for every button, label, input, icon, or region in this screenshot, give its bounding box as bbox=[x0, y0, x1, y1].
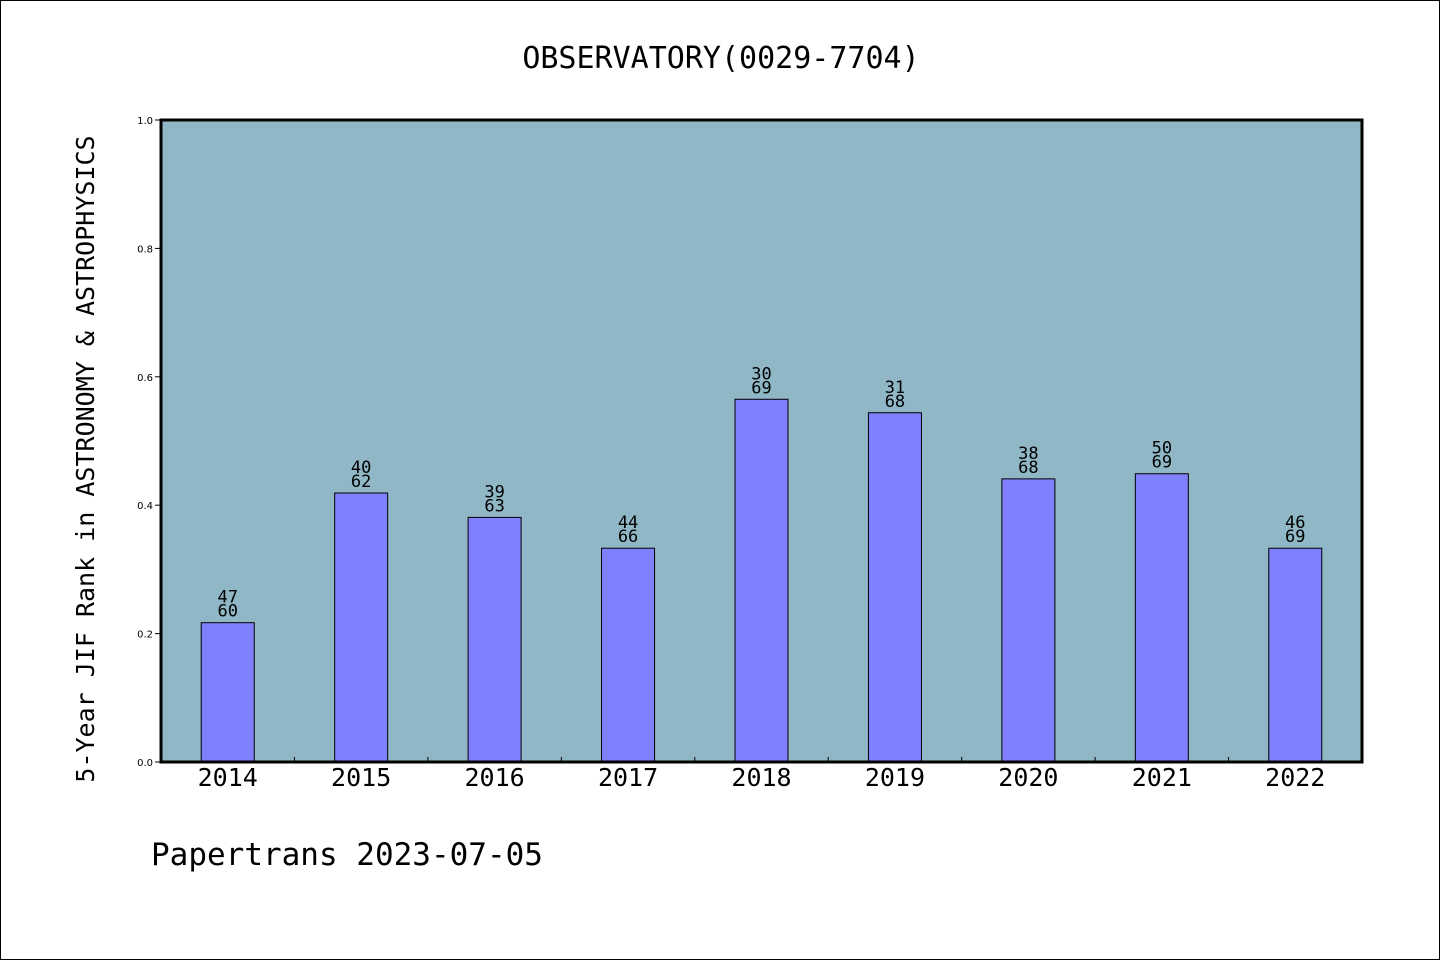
bar-label-rank: 39 bbox=[484, 482, 504, 502]
x-tick-label: 2020 bbox=[998, 763, 1058, 792]
bar-label-rank: 38 bbox=[1018, 444, 1038, 464]
y-axis-label: 5-Year JIF Rank in ASTRONOMY & ASTROPHYS… bbox=[71, 135, 100, 782]
bar-2014 bbox=[200, 622, 255, 763]
bar-label-total: 68 bbox=[1018, 458, 1038, 478]
bar-label-rank: 31 bbox=[885, 378, 905, 398]
bar-2016 bbox=[467, 516, 522, 763]
plot-border bbox=[159, 118, 1364, 764]
chart-title: OBSERVATORY(0029-7704) bbox=[522, 41, 919, 76]
bar-label-total: 66 bbox=[618, 527, 638, 547]
y-tick-label: 0.8 bbox=[137, 244, 153, 255]
bar-label-total: 69 bbox=[1152, 453, 1172, 473]
y-axis: 0.0 0.2 0.4 0.6 0.8 1.0 bbox=[137, 116, 161, 769]
bar-label-total: 69 bbox=[751, 378, 771, 398]
bar-label-total: 69 bbox=[1285, 527, 1305, 547]
bar-2021 bbox=[1134, 473, 1189, 763]
bar-label-rank: 44 bbox=[618, 513, 638, 533]
bar-label-total: 68 bbox=[885, 392, 905, 412]
y-tick-label: 1.0 bbox=[137, 116, 153, 127]
x-tick-label: 2017 bbox=[598, 763, 658, 792]
y-tick-label: 0.0 bbox=[137, 758, 153, 769]
bar-2022 bbox=[1268, 547, 1323, 763]
y-tick-label: 0.4 bbox=[137, 501, 153, 512]
x-tick-label: 2022 bbox=[1265, 763, 1325, 792]
bar-label-total: 60 bbox=[217, 602, 237, 622]
y-tick-label: 0.6 bbox=[137, 373, 153, 384]
bar-2015 bbox=[334, 492, 389, 763]
bars-group bbox=[200, 398, 1323, 763]
bar-label-rank: 46 bbox=[1285, 513, 1305, 533]
x-tick-label: 2016 bbox=[465, 763, 525, 792]
bar-2019 bbox=[867, 412, 922, 763]
bar-label-rank: 40 bbox=[351, 458, 371, 478]
x-axis: 2014 2015 2016 2017 2018 2019 2020 2021 2022 bbox=[198, 757, 1325, 792]
bar-2020 bbox=[1001, 478, 1056, 763]
bar-label-rank: 50 bbox=[1152, 439, 1172, 459]
footer-credit: Papertrans 2023-07-05 bbox=[151, 837, 543, 873]
bar-label-rank: 47 bbox=[217, 588, 237, 608]
x-tick-label: 2014 bbox=[198, 763, 258, 792]
x-tick-label: 2019 bbox=[865, 763, 925, 792]
bar-label-total: 63 bbox=[484, 496, 504, 516]
bar-2017 bbox=[601, 547, 656, 763]
bar-label-rank: 30 bbox=[751, 364, 771, 384]
bar-2018 bbox=[734, 398, 789, 763]
y-tick-label: 0.2 bbox=[137, 630, 153, 641]
bar-label-total: 62 bbox=[351, 472, 371, 492]
x-tick-label: 2021 bbox=[1132, 763, 1192, 792]
x-tick-label: 2018 bbox=[731, 763, 791, 792]
x-tick-label: 2015 bbox=[331, 763, 391, 792]
